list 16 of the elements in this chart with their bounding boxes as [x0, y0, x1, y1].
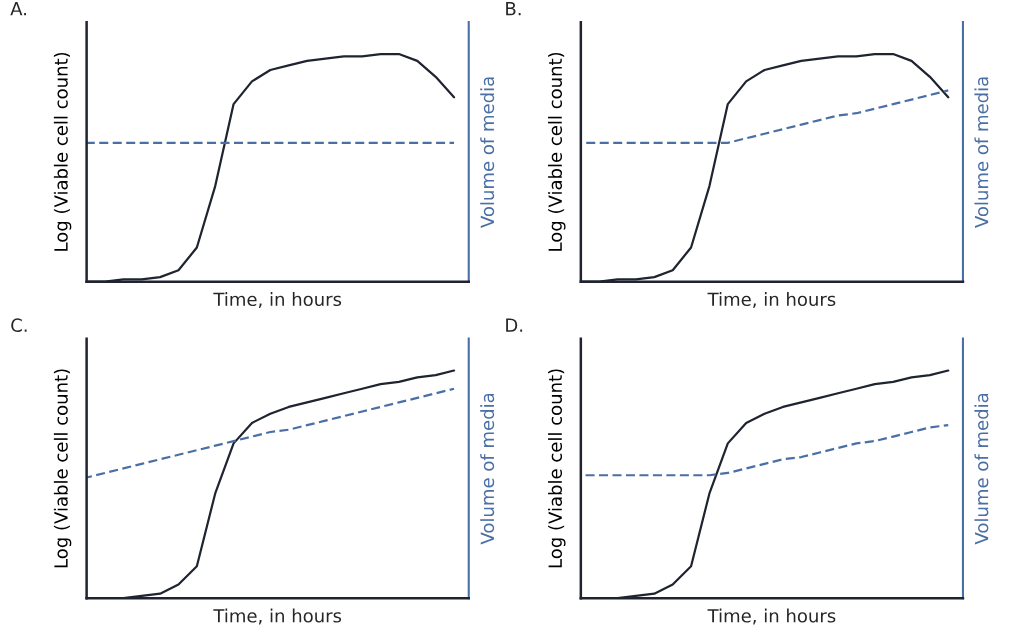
y-axis-title: Log (Viable cell count): [53, 52, 72, 251]
y-axis-title: Log (Viable cell count): [53, 369, 72, 568]
x-axis-title: Time, in hours: [213, 608, 342, 625]
y2-axis-title: Volume of media: [480, 393, 495, 545]
x-axis-title: Time, in hours: [707, 608, 836, 625]
x-axis-title: Time, in hours: [707, 292, 836, 308]
y-axis-title: Log (Viable cell count): [548, 52, 566, 251]
chart-title: A.: [10, 2, 27, 16]
y-axis-title: Log (Viable cell count): [548, 369, 566, 568]
chart-title: B.: [506, 2, 521, 16]
chart-title: C.: [11, 318, 27, 332]
x-axis-title: Time, in hours: [213, 292, 342, 308]
y2-axis-title: Volume of media: [974, 77, 989, 228]
y2-axis-title: Volume of media: [480, 77, 495, 228]
y2-axis-title: Volume of media: [974, 393, 989, 545]
chart-title: D.: [506, 318, 523, 332]
